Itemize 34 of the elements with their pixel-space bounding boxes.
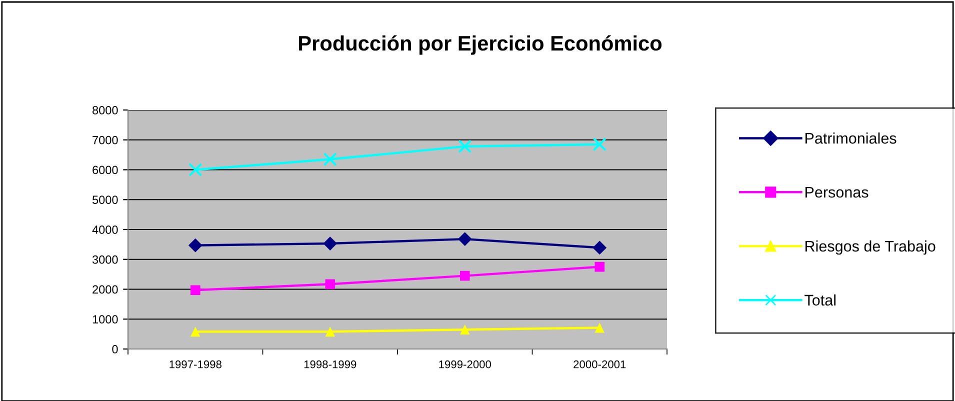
point	[325, 326, 336, 337]
y-tick-label: 2000	[92, 285, 118, 294]
y-tick-label: 0	[112, 345, 118, 354]
point	[323, 236, 338, 250]
point	[188, 238, 202, 252]
point	[594, 322, 605, 333]
y-tick-label: 6000	[92, 166, 118, 174]
y-tick-label: 8000	[92, 106, 118, 114]
legend-label: Total	[804, 294, 836, 306]
point	[190, 326, 200, 337]
x-tick-label: 1997-1998	[170, 360, 222, 368]
legend-label: Personas	[806, 187, 868, 198]
point	[190, 285, 200, 296]
legend-label: Riesgos de Trabajo	[806, 240, 936, 255]
point	[458, 140, 472, 154]
y-tick-label: 3000	[92, 255, 118, 264]
point	[594, 262, 605, 272]
point	[460, 270, 470, 281]
point	[188, 162, 202, 177]
y-tick-label: 1000	[92, 315, 118, 324]
point	[325, 279, 336, 290]
point	[460, 324, 470, 334]
legend-label: Patrimoniales	[806, 132, 896, 144]
x-tick-label: 2000-2001	[574, 360, 626, 368]
y-tick-label: 7000	[92, 136, 118, 144]
chart-title: Producción por Ejercicio Económico	[299, 35, 662, 55]
y-tick-label: 5000	[92, 196, 118, 204]
point	[592, 138, 606, 152]
x-tick-label: 1998-1999	[304, 360, 356, 368]
point	[323, 152, 337, 166]
point	[458, 232, 472, 246]
point	[592, 240, 607, 255]
x-tick-label: 1999-2000	[439, 360, 492, 368]
y-tick-label: 4000	[92, 226, 118, 234]
